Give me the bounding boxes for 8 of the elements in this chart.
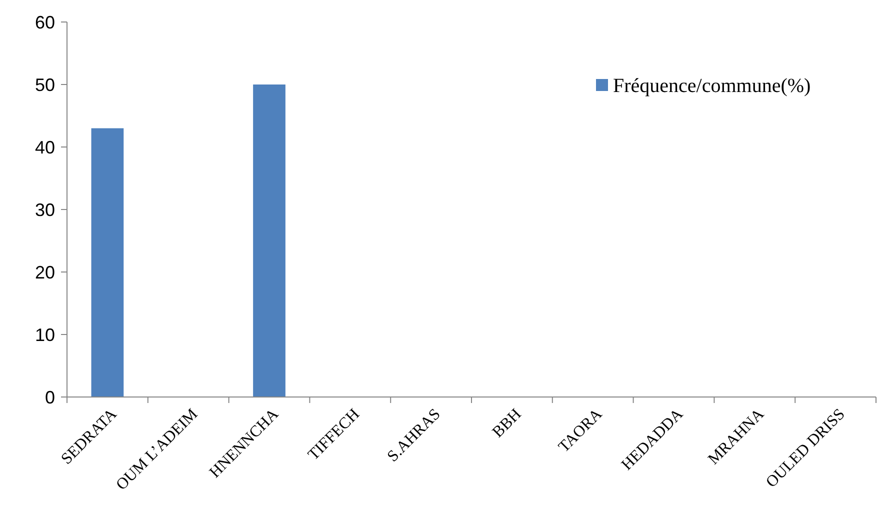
y-tick-label: 60 [34, 12, 55, 32]
y-tick-label: 20 [34, 262, 55, 282]
y-tick-label: 0 [44, 387, 55, 408]
legend-label: Fréquence/commune(%) [613, 75, 811, 97]
y-tick-label: 40 [34, 137, 55, 158]
y-tick-label: 10 [34, 324, 55, 345]
y-tick-label: 30 [34, 200, 55, 220]
y-tick-label: 50 [34, 74, 55, 95]
